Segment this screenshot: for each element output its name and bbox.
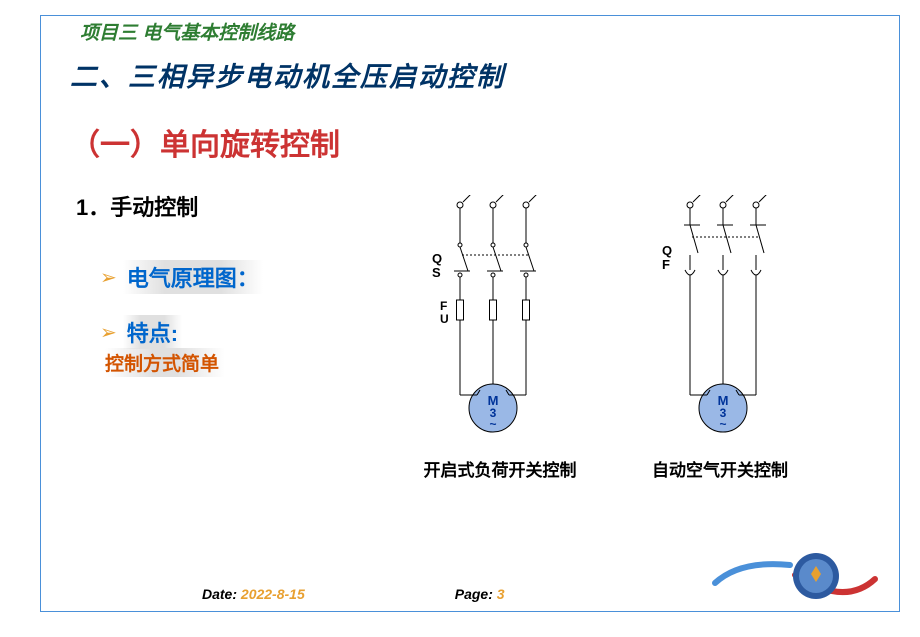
date-label: Date: [202, 586, 241, 602]
bullet-arrow-icon: ➢ [100, 265, 117, 290]
footer-date: Date: 2022-8-15 [202, 586, 305, 604]
subsection-title: 1．手动控制 [76, 190, 198, 222]
qf-label-q: Q [662, 243, 672, 258]
diagram-caption-left: 开启式负荷开关控制 [420, 460, 580, 482]
footer-page: Page: 3 [455, 586, 505, 604]
page-value: 3 [497, 586, 505, 602]
motor-wave: ~ [719, 417, 726, 431]
bullet-feature-label: ➢ 特点: [100, 315, 182, 349]
section-title: （一）单向旋转控制 [70, 120, 340, 164]
circuit-diagram-qs: M 3 ~ Q S F U [410, 195, 590, 460]
qf-label-f: F [662, 257, 670, 272]
main-title: 二、三相异步电动机全压启动控制 [70, 55, 505, 94]
bullet-text: 电气原理图： [123, 260, 263, 294]
fu-label-f: F [440, 299, 447, 313]
bullet-text: 特点: [123, 315, 182, 349]
fu-label-u: U [440, 312, 449, 326]
page-label: Page: [455, 586, 497, 602]
bullet-arrow-icon: ➢ [100, 320, 117, 345]
circuit-svg-left: M 3 ~ Q S F U [410, 195, 590, 455]
bullet-diagram-label: ➢ 电气原理图： [100, 260, 263, 294]
logo-section [690, 552, 890, 612]
motor-wave: ~ [489, 417, 496, 431]
feature-description: 控制方式简单 [105, 348, 225, 377]
swoosh-blue-icon [710, 555, 795, 590]
circuit-svg-right: M 3 ~ Q F [640, 195, 820, 455]
qs-label-q: Q [432, 251, 442, 266]
qs-label-s: S [432, 265, 441, 280]
logo-badge-icon [792, 552, 840, 600]
breadcrumb: 项目三 电气基本控制线路 [80, 18, 294, 45]
date-value: 2022-8-15 [241, 586, 305, 602]
diagram-caption-right: 自动空气开关控制 [645, 460, 795, 482]
circuit-diagram-qf: M 3 ~ Q F [640, 195, 820, 460]
